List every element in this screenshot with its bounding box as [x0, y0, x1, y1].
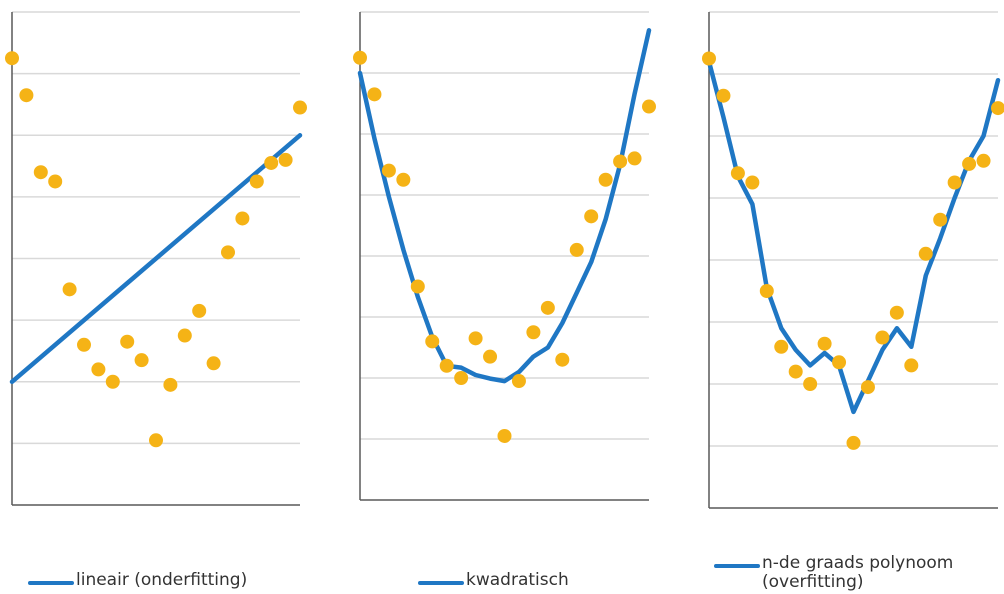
data-point: [730, 166, 745, 181]
legend-label: n-de graads polynoom (overfitting): [762, 554, 953, 592]
data-point: [918, 246, 933, 261]
legend-label-line: n-de graads polynoom: [762, 553, 954, 573]
legend-line-swatch: [418, 581, 464, 585]
data-point: [774, 339, 789, 354]
data-point: [497, 428, 512, 443]
data-point: [381, 163, 396, 178]
legend-label-line: lineair (onderfitting): [76, 570, 248, 590]
data-point: [846, 435, 861, 450]
data-point: [425, 334, 440, 349]
data-point: [177, 328, 192, 343]
data-point: [149, 433, 163, 448]
data-point: [278, 152, 293, 167]
data-point: [206, 356, 221, 371]
data-point: [933, 212, 948, 227]
legend-line-swatch: [28, 581, 74, 585]
data-point: [483, 349, 498, 364]
data-point: [803, 377, 818, 391]
data-point: [991, 101, 1004, 116]
data-point: [353, 50, 367, 65]
data-point: [454, 371, 469, 385]
data-point: [875, 330, 890, 345]
data-point: [569, 242, 584, 257]
data-point: [367, 87, 382, 102]
data-point: [33, 165, 48, 180]
legend-label-line: (overfitting): [762, 572, 864, 592]
data-point: [642, 99, 656, 114]
data-point: [976, 153, 991, 168]
legend-label-line: kwadratisch: [466, 570, 569, 590]
data-point: [860, 380, 875, 395]
data-point: [91, 362, 106, 377]
legend-polynomial: n-de graads polynoom (overfitting): [714, 554, 953, 592]
data-point: [439, 358, 454, 373]
data-point: [540, 300, 555, 315]
data-point: [5, 51, 19, 66]
data-point: [62, 282, 77, 297]
data-point: [788, 364, 803, 379]
data-point: [759, 284, 774, 298]
data-point: [48, 174, 63, 189]
data-point: [584, 209, 599, 224]
data-point: [555, 352, 570, 367]
data-point: [613, 154, 628, 169]
data-point: [889, 305, 904, 320]
legend-linear: lineair (onderfitting): [28, 571, 247, 590]
data-point: [77, 337, 91, 352]
data-point: [702, 51, 716, 66]
data-point: [962, 156, 977, 171]
data-point: [904, 358, 919, 373]
data-point: [627, 151, 642, 166]
data-point: [192, 303, 207, 318]
data-point: [19, 88, 34, 103]
data-point: [134, 353, 149, 368]
data-point: [410, 279, 425, 294]
legend-line-swatch: [714, 564, 760, 568]
data-point: [716, 88, 731, 103]
data-point: [249, 174, 264, 189]
data-point: [235, 211, 250, 226]
legend-quadratic: kwadratisch: [418, 571, 569, 590]
data-point: [511, 374, 526, 389]
legend-label: kwadratisch: [466, 571, 569, 590]
data-point: [396, 172, 411, 187]
fit-line: [357, 28, 652, 384]
data-point: [264, 155, 279, 170]
data-point: [832, 355, 847, 370]
data-point: [105, 374, 120, 389]
data-point: [598, 172, 613, 187]
legend-label: lineair (onderfitting): [76, 571, 247, 590]
data-point: [468, 331, 483, 346]
data-point: [526, 325, 541, 340]
data-point: [817, 336, 832, 351]
data-point: [293, 100, 307, 115]
data-point: [745, 175, 760, 190]
data-point: [947, 175, 962, 190]
data-point: [221, 245, 235, 260]
data-point: [120, 334, 135, 349]
fit-line: [706, 59, 1001, 415]
data-point: [163, 377, 178, 392]
